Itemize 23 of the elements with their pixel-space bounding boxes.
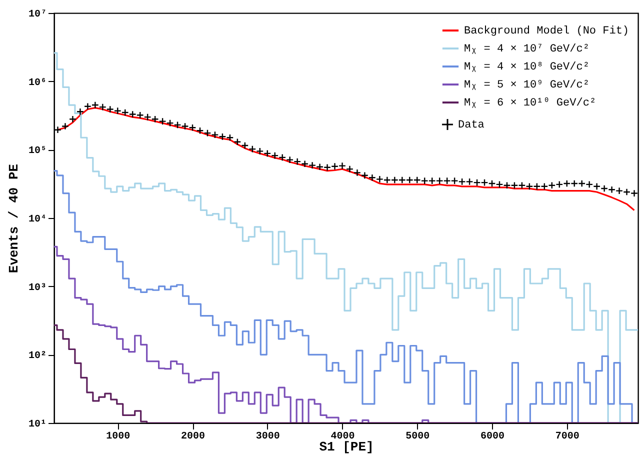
- legend-label: Background Model (No Fit): [464, 26, 630, 38]
- x-tick-label: 7000: [555, 432, 580, 442]
- x-tick-label: 4000: [330, 432, 355, 442]
- legend-label: Mᵪ = 4 × 10⁸ GeV/c²: [464, 62, 590, 74]
- x-tick-label: 2000: [181, 432, 206, 442]
- legend-label: Mᵪ = 6 × 10¹⁰ GeV/c²: [464, 96, 596, 110]
- x-tick-label: 3000: [256, 432, 280, 442]
- y-axis-title: Events / 40 PE: [6, 164, 22, 274]
- x-tick-label: 6000: [480, 432, 505, 442]
- legend-label: Data: [458, 120, 485, 132]
- y-tick-label: 10⁶: [28, 78, 46, 89]
- x-tick-label: 1000: [106, 432, 130, 442]
- legend-label: Mᵪ = 4 × 10⁷ GeV/c²: [464, 44, 590, 56]
- y-tick-label: 10⁴: [28, 214, 46, 226]
- y-tick-label: 10⁵: [28, 146, 46, 158]
- y-tick-label: 10²: [28, 351, 46, 362]
- y-tick-label: 10³: [28, 282, 46, 294]
- legend-label: Mᵪ = 5 × 10⁹ GeV/c²: [464, 80, 590, 92]
- y-tick-label: 10⁷: [28, 10, 46, 20]
- y-tick-label: 10¹: [28, 420, 46, 430]
- x-tick-label: 5000: [406, 432, 430, 442]
- line-series: [56, 106, 636, 212]
- x-axis-title: S1 [PE]: [319, 440, 374, 454]
